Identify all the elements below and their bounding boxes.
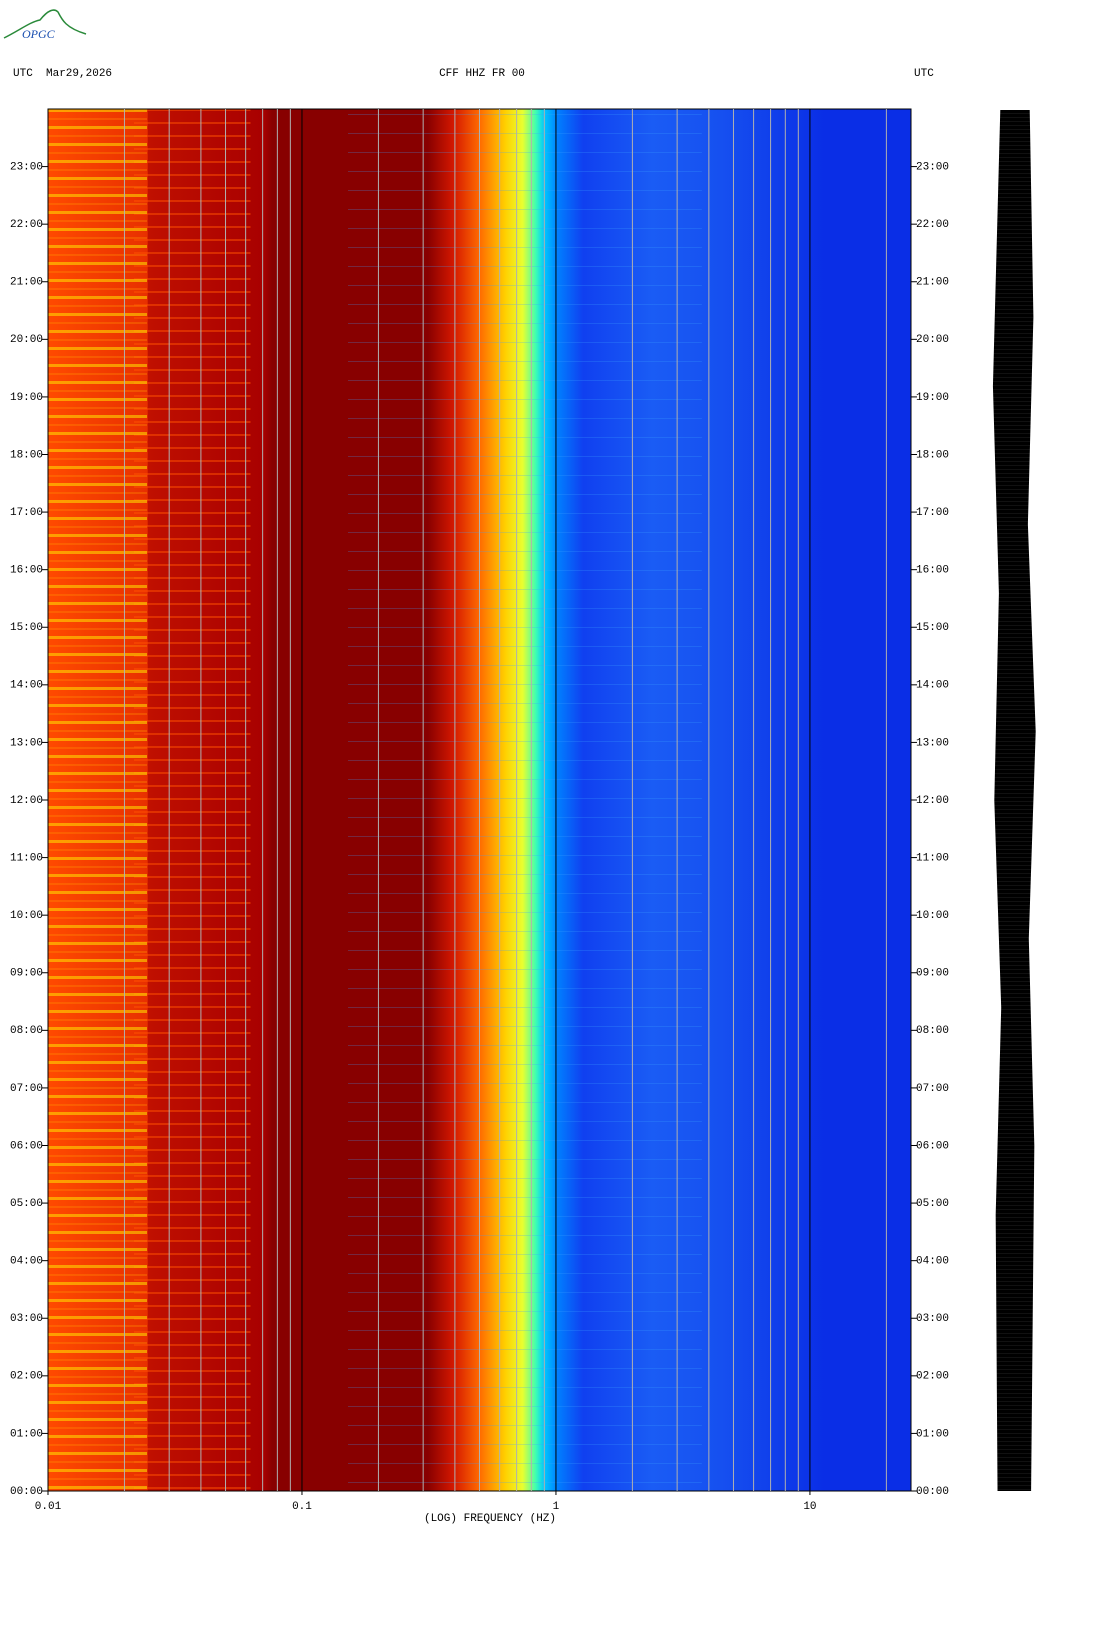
y-tick-label-left: 06:00 <box>10 1140 43 1152</box>
y-tick-label-left: 07:00 <box>10 1083 43 1095</box>
y-tick-label-right: 18:00 <box>916 449 949 461</box>
y-tick-label-right: 03:00 <box>916 1313 949 1325</box>
x-axis-label: (LOG) FREQUENCY (HZ) <box>424 1513 556 1525</box>
y-tick-label-left: 11:00 <box>10 852 43 864</box>
y-tick-label-right: 15:00 <box>916 622 949 634</box>
y-tick-label-left: 03:00 <box>10 1313 43 1325</box>
y-tick-label-right: 10:00 <box>916 910 949 922</box>
y-tick-label-left: 05:00 <box>10 1198 43 1210</box>
y-tick-label-right: 12:00 <box>916 795 949 807</box>
y-tick-label-right: 13:00 <box>916 737 949 749</box>
y-tick-label-right: 09:00 <box>916 968 949 980</box>
y-tick-label-left: 10:00 <box>10 910 43 922</box>
y-tick-label-left: 15:00 <box>10 622 43 634</box>
y-tick-label-right: 04:00 <box>916 1256 949 1268</box>
y-tick-label-left: 17:00 <box>10 507 43 519</box>
y-tick-label-left: 22:00 <box>10 219 43 231</box>
x-tick-label: 0.1 <box>292 1501 312 1513</box>
y-tick-label-left: 19:00 <box>10 392 43 404</box>
y-tick-label-left: 18:00 <box>10 449 43 461</box>
y-tick-label-right: 23:00 <box>916 161 949 173</box>
y-tick-label-right: 16:00 <box>916 565 949 577</box>
y-tick-label-left: 01:00 <box>10 1428 43 1440</box>
header-right: UTC <box>914 68 934 80</box>
y-tick-label-right: 22:00 <box>916 219 949 231</box>
y-tick-label-right: 05:00 <box>916 1198 949 1210</box>
y-tick-label-right: 00:00 <box>916 1486 949 1498</box>
header-left: UTC Mar29,2026 <box>13 68 112 80</box>
y-tick-label-right: 06:00 <box>916 1140 949 1152</box>
y-tick-label-right: 01:00 <box>916 1428 949 1440</box>
y-tick-label-left: 13:00 <box>10 737 43 749</box>
y-tick-label-left: 09:00 <box>10 968 43 980</box>
y-tick-label-right: 02:00 <box>916 1371 949 1383</box>
chart-title: CFF HHZ FR 00 <box>439 68 525 80</box>
y-tick-label-right: 08:00 <box>916 1025 949 1037</box>
y-tick-label-right: 07:00 <box>916 1083 949 1095</box>
seismogram-trace <box>992 110 1036 1491</box>
y-tick-label-right: 20:00 <box>916 334 949 346</box>
y-tick-label-left: 00:00 <box>10 1486 43 1498</box>
y-tick-label-right: 19:00 <box>916 392 949 404</box>
y-tick-label-left: 08:00 <box>10 1025 43 1037</box>
x-tick-label: 0.01 <box>35 1501 62 1513</box>
y-tick-label-left: 12:00 <box>10 795 43 807</box>
y-tick-label-right: 14:00 <box>916 680 949 692</box>
logo: OPGC <box>22 27 56 41</box>
y-tick-label-left: 23:00 <box>10 161 43 173</box>
y-tick-label-left: 20:00 <box>10 334 43 346</box>
y-tick-label-left: 02:00 <box>10 1371 43 1383</box>
y-tick-label-left: 14:00 <box>10 680 43 692</box>
y-tick-label-right: 11:00 <box>916 852 949 864</box>
y-tick-label-right: 21:00 <box>916 277 949 289</box>
x-tick-label: 1 <box>553 1501 560 1513</box>
logo-mark <box>3 9 87 39</box>
y-tick-label-left: 21:00 <box>10 277 43 289</box>
x-tick-label: 10 <box>803 1501 816 1513</box>
y-tick-label-right: 17:00 <box>916 507 949 519</box>
y-tick-label-left: 04:00 <box>10 1256 43 1268</box>
y-tick-label-left: 16:00 <box>10 565 43 577</box>
